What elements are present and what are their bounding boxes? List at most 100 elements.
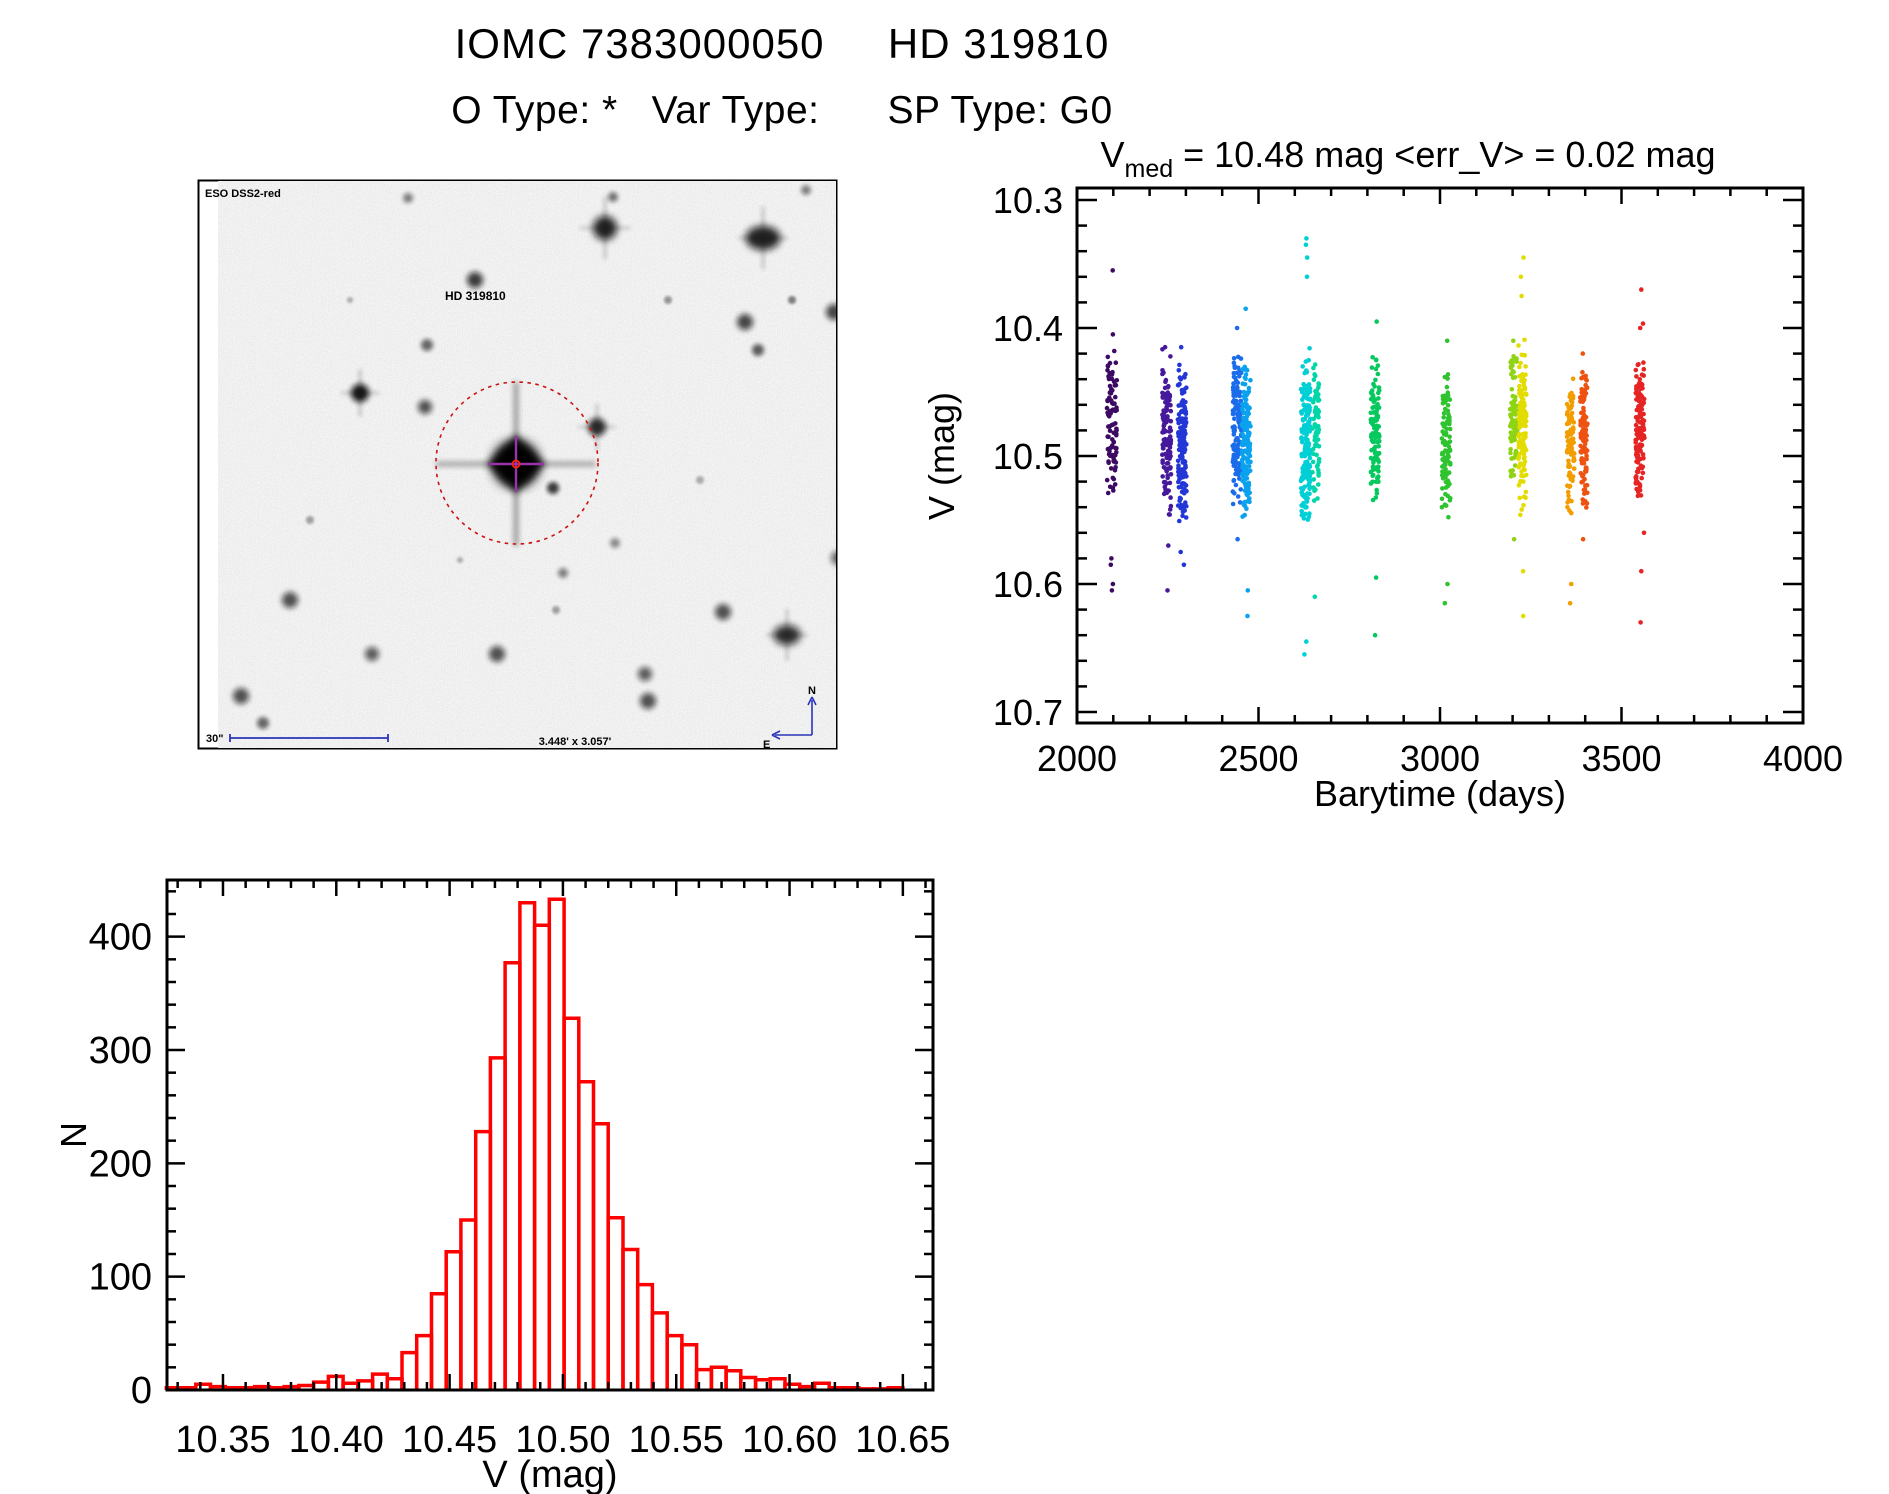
- x-tick-label: 10.35: [175, 1419, 270, 1461]
- star: [826, 304, 836, 320]
- light-curve-plot: Vmed = 10.48 mag <err_V> = 0.02 mag 2000…: [921, 134, 1843, 814]
- star: [745, 226, 781, 250]
- fov-label: 3.448' x 3.057': [539, 736, 612, 748]
- y-tick-label: 10.7: [993, 692, 1063, 733]
- star: [640, 693, 656, 709]
- star: [257, 717, 269, 729]
- star: [403, 193, 413, 203]
- star: [233, 688, 249, 704]
- light-curve-title: Vmed = 10.48 mag <err_V> = 0.02 mag: [1100, 134, 1715, 183]
- star: [664, 296, 672, 304]
- page-title: IOMC 7383000050 HD 319810: [455, 20, 1110, 67]
- epoch-cluster-5: [1239, 306, 1253, 619]
- light-curve-ylabel: V (mag): [921, 392, 962, 520]
- finder-annotations: [229, 381, 817, 742]
- star: [489, 646, 505, 662]
- star: [773, 625, 801, 645]
- target-circle: [435, 381, 599, 545]
- epoch-cluster-14: [1633, 287, 1647, 625]
- y-tick-label: 0: [131, 1370, 152, 1412]
- x-tick-label: 2000: [1037, 738, 1117, 779]
- plot-frame: [165, 878, 935, 1392]
- y-tick-label: 300: [89, 1030, 152, 1072]
- epoch-cluster-4: [1230, 325, 1244, 542]
- x-tick-label: 3000: [1400, 738, 1480, 779]
- target-marker: [511, 459, 521, 469]
- compass-east-arrowhead: [771, 730, 781, 740]
- epoch-cluster-6: [1298, 236, 1313, 657]
- x-tick-label: 2500: [1218, 738, 1298, 779]
- x-tick-label: 10.60: [742, 1419, 837, 1461]
- star: [552, 606, 560, 614]
- compass-east-label: E: [763, 739, 770, 751]
- epoch-cluster-3: [1175, 344, 1189, 568]
- y-tick-label: 200: [89, 1143, 152, 1185]
- y-tick-label: 400: [89, 917, 152, 959]
- x-tick-label: 10.50: [515, 1419, 610, 1461]
- histogram-axes: 10.35 10.40 10.45 10.50 10.55 10.60 10.65 0 100 2…: [89, 878, 950, 1461]
- light-curve-title-text: Vmed = 10.48 mag <err_V> = 0.02 mag: [1100, 134, 1715, 183]
- epoch-cluster-2: [1160, 344, 1174, 593]
- light-curve-axes: 2000 2500 3000 3500 4000 10.3 10.4 10.5 10.6 10.7: [993, 180, 1843, 779]
- histogram-xlabel: V (mag): [482, 1454, 617, 1494]
- epoch-cluster-13: [1577, 351, 1590, 542]
- light-curve-points: [1104, 236, 1647, 657]
- x-tick-label: 10.40: [289, 1419, 384, 1461]
- star: [558, 568, 568, 578]
- x-tick-label: 3500: [1581, 738, 1661, 779]
- finder-chart: ESO DSS2-red HD 319810 30" 3.448' x 3.05…: [197, 179, 838, 751]
- x-tick-label: 10.65: [855, 1419, 950, 1461]
- y-tick-label: 10.5: [993, 436, 1063, 477]
- epoch-cluster-12: [1564, 376, 1577, 606]
- star: [737, 314, 753, 330]
- survey-label: ESO DSS2-red: [205, 188, 281, 200]
- y-tick-label: 10.4: [993, 308, 1063, 349]
- star: [752, 344, 764, 356]
- star: [696, 476, 704, 484]
- star: [421, 339, 433, 351]
- y-tick-label: 100: [89, 1257, 152, 1299]
- star: [608, 192, 618, 202]
- epoch-cluster-9: [1439, 338, 1453, 606]
- x-tick-label: 10.45: [402, 1419, 497, 1461]
- scale-bar-label: 30": [206, 733, 223, 745]
- histogram-bar: [680, 1342, 699, 1390]
- star: [547, 482, 559, 494]
- star: [457, 557, 463, 563]
- x-tick-label: 4000: [1763, 738, 1843, 779]
- epoch-cluster-8: [1368, 319, 1382, 638]
- star: [801, 185, 811, 195]
- epoch-cluster-1: [1104, 268, 1120, 593]
- y-tick-label: 10.3: [993, 180, 1063, 221]
- star: [306, 516, 314, 524]
- star: [351, 384, 369, 402]
- y-tick-label: 10.6: [993, 564, 1063, 605]
- star: [788, 296, 796, 304]
- star: [831, 551, 836, 565]
- star: [588, 418, 606, 436]
- star: [467, 272, 483, 288]
- epoch-cluster-10: [1507, 338, 1520, 542]
- star: [715, 604, 731, 620]
- histogram-plot: 10.35 10.40 10.45 10.50 10.55 10.60 10.65 0 100 2…: [53, 878, 950, 1494]
- stars-layer: [233, 185, 836, 729]
- light-curve-xlabel: Barytime (days): [1314, 773, 1566, 814]
- page-subtitle: O Type: * Var Type: SP Type: G0: [451, 89, 1112, 132]
- star: [347, 297, 353, 303]
- star: [418, 400, 432, 414]
- histogram-bars: [164, 897, 905, 1391]
- star: [593, 216, 617, 240]
- epoch-cluster-11: [1516, 255, 1529, 619]
- compass-north-arrowhead: [807, 696, 817, 706]
- star: [365, 647, 379, 661]
- star: [282, 592, 298, 608]
- compass-north-label: N: [808, 685, 816, 697]
- epoch-cluster-7: [1310, 362, 1322, 600]
- star: [638, 667, 652, 681]
- x-tick-label: 10.55: [629, 1419, 724, 1461]
- histogram-ylabel: N: [53, 1122, 94, 1148]
- star: [610, 538, 620, 548]
- target-label: HD 319810: [445, 289, 506, 303]
